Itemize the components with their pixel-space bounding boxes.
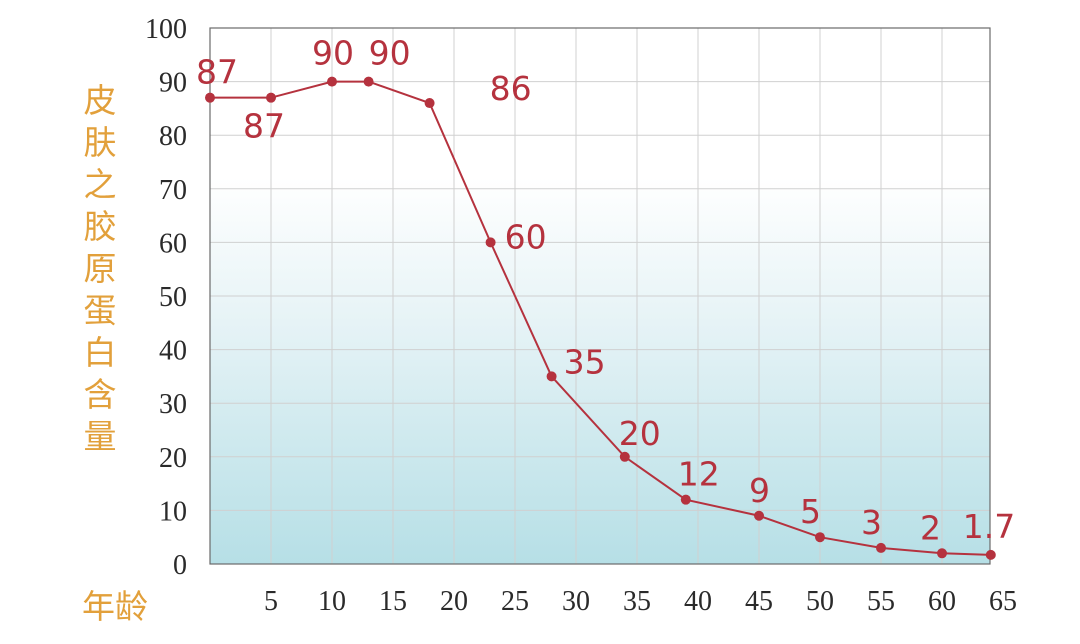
- data-point: [815, 532, 825, 543]
- y-tick-label: 100: [145, 14, 187, 45]
- data-label: 87: [196, 53, 238, 92]
- data-point: [937, 548, 947, 559]
- y-tick-label: 0: [173, 550, 187, 581]
- data-label: 9: [749, 471, 770, 510]
- y-axis-title-char: 含: [84, 375, 117, 414]
- y-axis-title-char: 原: [84, 249, 117, 288]
- y-tick-labels: 0 10 20 30 40 50 60 70 80 90 100: [145, 14, 187, 581]
- x-tick-label: 25: [501, 586, 529, 617]
- x-axis-title: 年龄: [82, 587, 148, 626]
- x-tick-label: 20: [440, 586, 468, 617]
- y-axis-title-char: 白: [84, 333, 117, 372]
- data-point: [485, 237, 496, 248]
- data-label: 60: [505, 217, 547, 256]
- x-tick-label: 30: [562, 586, 590, 617]
- data-point: [363, 76, 374, 87]
- y-tick-label: 60: [159, 228, 187, 259]
- y-axis-title-char: 皮: [84, 81, 117, 120]
- y-axis-title-char: 蛋: [84, 291, 117, 330]
- y-tick-label: 80: [159, 121, 187, 152]
- x-tick-label: 50: [806, 586, 834, 617]
- x-tick-label: 35: [623, 586, 651, 617]
- x-tick-label: 60: [928, 586, 956, 617]
- data-point: [680, 494, 691, 505]
- x-tick-label: 45: [745, 586, 773, 617]
- data-point: [876, 542, 886, 553]
- x-tick-label: 40: [684, 586, 712, 617]
- data-point: [546, 371, 557, 382]
- y-axis-title-char: 之: [84, 165, 117, 204]
- y-axis-title-char: 量: [84, 417, 117, 456]
- data-label: 12: [678, 455, 720, 494]
- x-tick-label: 15: [379, 586, 407, 617]
- x-tick-labels: 5 10 15 20 25 30 35 40 45 50 55 60 65: [264, 586, 1017, 617]
- data-label: 90: [312, 34, 354, 73]
- y-tick-label: 10: [159, 496, 187, 527]
- y-axis-title-char: 肤: [84, 123, 117, 162]
- y-tick-label: 90: [159, 68, 187, 99]
- data-label: 86: [490, 69, 532, 108]
- data-label: 3: [861, 503, 882, 542]
- data-label: 20: [619, 414, 661, 453]
- y-tick-label: 70: [159, 175, 187, 206]
- data-point: [985, 549, 996, 560]
- data-label: 1.7: [963, 507, 1015, 546]
- data-point: [754, 510, 764, 521]
- y-tick-label: 50: [159, 282, 187, 313]
- y-tick-label: 20: [159, 443, 187, 474]
- data-point: [266, 92, 276, 103]
- x-tick-label: 55: [867, 586, 895, 617]
- data-point: [619, 451, 630, 462]
- data-label: 5: [800, 492, 821, 531]
- data-label: 90: [369, 34, 411, 73]
- data-label: 87: [243, 107, 285, 146]
- x-tick-label: 5: [264, 586, 278, 617]
- data-point: [424, 98, 435, 109]
- series-line: [210, 80, 991, 556]
- data-point: [327, 76, 337, 87]
- data-points: [205, 76, 996, 560]
- plot-frame: [209, 27, 991, 565]
- y-tick-label: 40: [159, 336, 187, 367]
- x-tick-label: 65: [989, 586, 1017, 617]
- data-label: 35: [564, 342, 606, 381]
- y-tick-label: 30: [159, 389, 187, 420]
- data-label: 2: [920, 508, 941, 547]
- data-point: [205, 92, 215, 103]
- y-axis-title-char: 胶: [84, 207, 117, 246]
- x-tick-label: 10: [318, 586, 346, 617]
